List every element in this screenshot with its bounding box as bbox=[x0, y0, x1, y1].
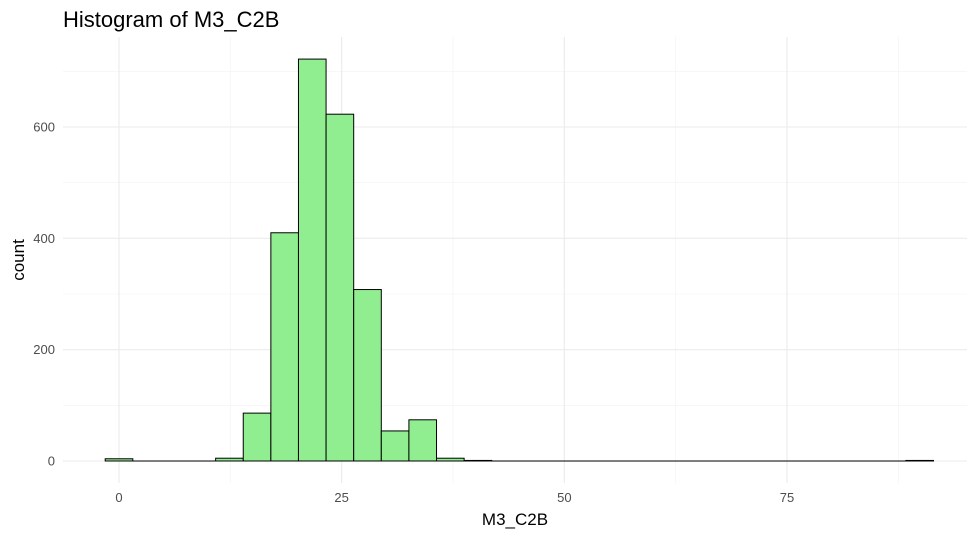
y-tick-label: 600 bbox=[33, 120, 55, 135]
histogram-bar bbox=[242, 412, 272, 462]
x-tick-label: 75 bbox=[780, 490, 794, 505]
histogram-bar bbox=[463, 459, 493, 462]
x-axis-ticks: 0 25 50 75 bbox=[115, 490, 794, 505]
histogram-bar bbox=[270, 232, 299, 462]
x-tick-label: 25 bbox=[334, 490, 348, 505]
histogram-bar bbox=[408, 419, 438, 462]
chart-title: Histogram of M3_C2B bbox=[63, 7, 279, 32]
histogram-bar bbox=[353, 289, 382, 462]
histogram-bar bbox=[380, 430, 410, 462]
x-axis-title: M3_C2B bbox=[482, 510, 548, 529]
histogram-bar bbox=[215, 457, 244, 462]
histogram-bar bbox=[104, 458, 134, 462]
y-axis-ticks: 0 200 400 600 bbox=[33, 120, 55, 469]
x-tick-label: 0 bbox=[115, 490, 122, 505]
histogram-bar bbox=[436, 457, 465, 462]
y-tick-label: 400 bbox=[33, 231, 55, 246]
y-tick-label: 0 bbox=[48, 454, 55, 469]
grid-lines bbox=[63, 37, 967, 483]
histogram-bar bbox=[297, 58, 327, 462]
histogram-bar bbox=[325, 113, 355, 462]
histogram-bars bbox=[104, 58, 935, 462]
y-axis-title: count bbox=[9, 239, 28, 281]
y-tick-label: 200 bbox=[33, 342, 55, 357]
x-tick-label: 50 bbox=[557, 490, 571, 505]
histogram-bar bbox=[905, 459, 935, 462]
